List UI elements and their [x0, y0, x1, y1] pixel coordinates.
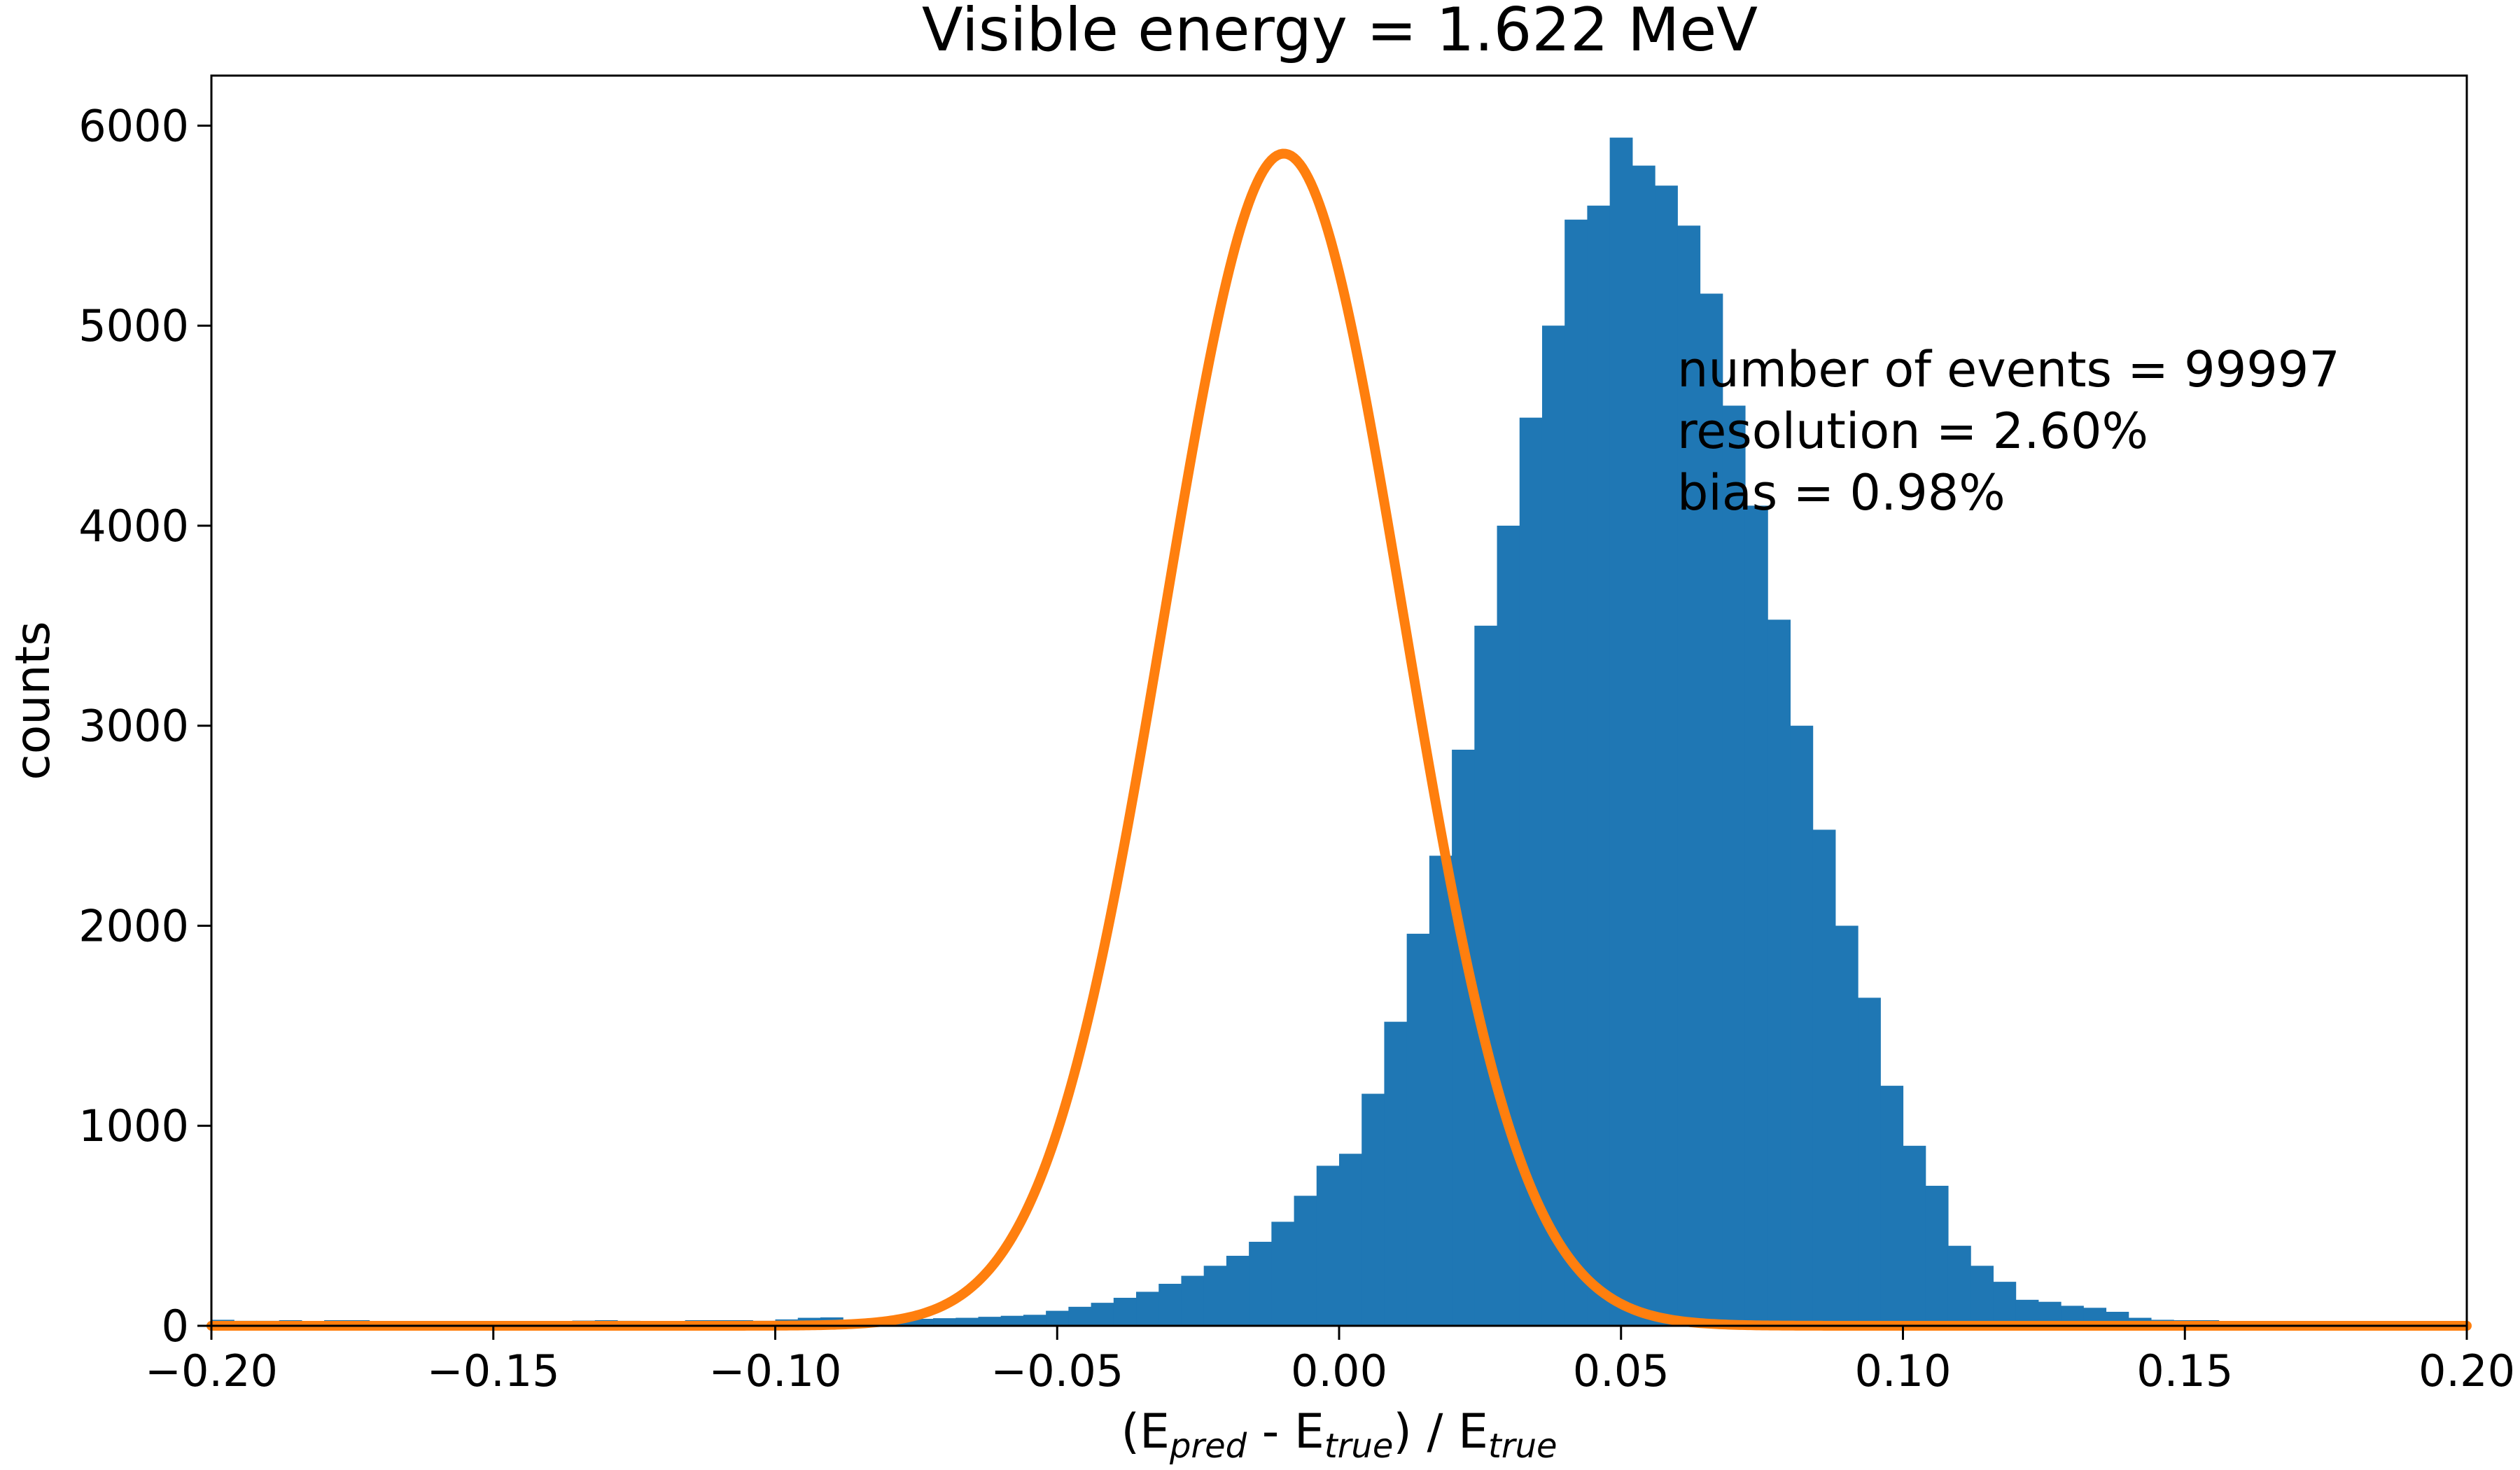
histogram-bar — [1880, 1086, 1904, 1326]
x-tick-label: 0.00 — [1291, 1345, 1387, 1396]
x-axis-ticks: −0.20 −0.15 −0.10 −0.05 0.00 0.05 0.10 0.15 0.20 — [145, 1326, 2515, 1396]
histogram-bars — [211, 137, 2468, 1326]
histogram-bar — [1068, 1306, 1092, 1326]
x-tick-label: −0.05 — [990, 1345, 1124, 1396]
histogram-bar — [1835, 925, 1858, 1326]
x-label-subscript: true — [1324, 1427, 1394, 1466]
histogram-bar — [1271, 1222, 1295, 1326]
histogram-bar — [1903, 1145, 1926, 1326]
histogram-bar — [1812, 830, 1836, 1326]
histogram-bar — [1316, 1166, 1340, 1326]
histogram-bar — [1768, 620, 1791, 1326]
histogram-bar — [1249, 1241, 1272, 1326]
histogram-bar — [1339, 1154, 1362, 1326]
histogram-bar — [1722, 405, 1746, 1326]
x-label-subscript: pred — [1169, 1427, 1247, 1466]
x-tick-label: 0.05 — [1573, 1345, 1670, 1396]
x-tick-label: 0.20 — [2418, 1345, 2515, 1396]
histogram-bar — [1113, 1297, 1137, 1326]
histogram-bar — [1587, 205, 1611, 1326]
histogram-bar — [1993, 1282, 2017, 1326]
histogram-bar — [1091, 1303, 1114, 1326]
histogram-bar — [1023, 1315, 1046, 1326]
histogram-bar — [1294, 1196, 1317, 1326]
histogram-bar — [1947, 1245, 1971, 1326]
x-tick-label: −0.20 — [145, 1345, 278, 1396]
histogram-bar — [1046, 1310, 1069, 1326]
histogram-bar — [955, 1317, 979, 1326]
histogram-bar — [1203, 1266, 1227, 1326]
histogram-bar — [1136, 1292, 1159, 1326]
histogram-bar — [1474, 625, 1498, 1326]
y-tick-label: 0 — [162, 1301, 189, 1352]
histogram-bar — [1790, 725, 1814, 1326]
histogram-bar — [1744, 505, 1768, 1326]
histogram-bar — [1655, 186, 1678, 1326]
histogram-bar — [1677, 225, 1701, 1326]
y-axis-ticks: 0 1000 2000 3000 4000 5000 6000 — [78, 100, 211, 1352]
y-tick-label: 5000 — [78, 300, 189, 351]
histogram-bar — [1000, 1315, 1024, 1326]
y-tick-label: 2000 — [78, 900, 189, 951]
histogram-bar — [1362, 1093, 1385, 1326]
y-tick-label: 3000 — [78, 701, 189, 752]
histogram-bar — [1406, 933, 1430, 1326]
histogram-bar — [910, 1319, 934, 1326]
x-label-subscript: true — [1488, 1427, 1558, 1466]
x-label-text: ) / E — [1393, 1404, 1488, 1460]
x-axis-label: (Epred - Etrue) / Etrue — [1121, 1404, 1557, 1466]
histogram-bar — [1497, 525, 1520, 1326]
x-tick-label: −0.15 — [427, 1345, 560, 1396]
x-tick-label: −0.10 — [709, 1345, 842, 1396]
x-tick-label: 0.10 — [1854, 1345, 1951, 1396]
y-tick-label: 6000 — [78, 100, 189, 151]
x-tick-label: 0.15 — [2136, 1345, 2233, 1396]
histogram-bar — [1564, 219, 1588, 1326]
histogram-bar — [1384, 1021, 1408, 1326]
gaussian-fit-curve — [206, 148, 2472, 1331]
histogram-bar — [1632, 165, 1656, 1326]
histogram-bar — [978, 1317, 1002, 1326]
fit-statistic-line: number of events = 99997 — [1677, 341, 2340, 398]
histogram-bar — [1541, 326, 1565, 1326]
histogram-bar — [1226, 1255, 1250, 1326]
y-tick-label: 4000 — [78, 500, 189, 552]
histogram-bar — [1700, 293, 1723, 1326]
x-label-text: (E — [1121, 1404, 1170, 1460]
chart-title: Visible energy = 1.622 MeV — [922, 0, 1758, 65]
y-axis-label: counts — [6, 621, 61, 780]
histogram-bar — [1925, 1185, 1949, 1326]
histogram-bar — [1158, 1283, 1182, 1326]
x-label-text: - E — [1247, 1404, 1324, 1460]
histogram-bar — [933, 1318, 956, 1326]
histogram-bar — [1429, 855, 1452, 1326]
fit-statistic-line: bias = 0.98% — [1677, 464, 2005, 522]
histogram-bar — [1452, 750, 1475, 1326]
fit-statistic-line: resolution = 2.60% — [1677, 402, 2148, 460]
histogram-bar — [1858, 997, 1881, 1326]
histogram-bar — [1609, 137, 1633, 1326]
y-tick-label: 1000 — [78, 1100, 189, 1152]
histogram-bar — [1181, 1275, 1205, 1326]
histogram-bar — [1970, 1266, 1994, 1326]
